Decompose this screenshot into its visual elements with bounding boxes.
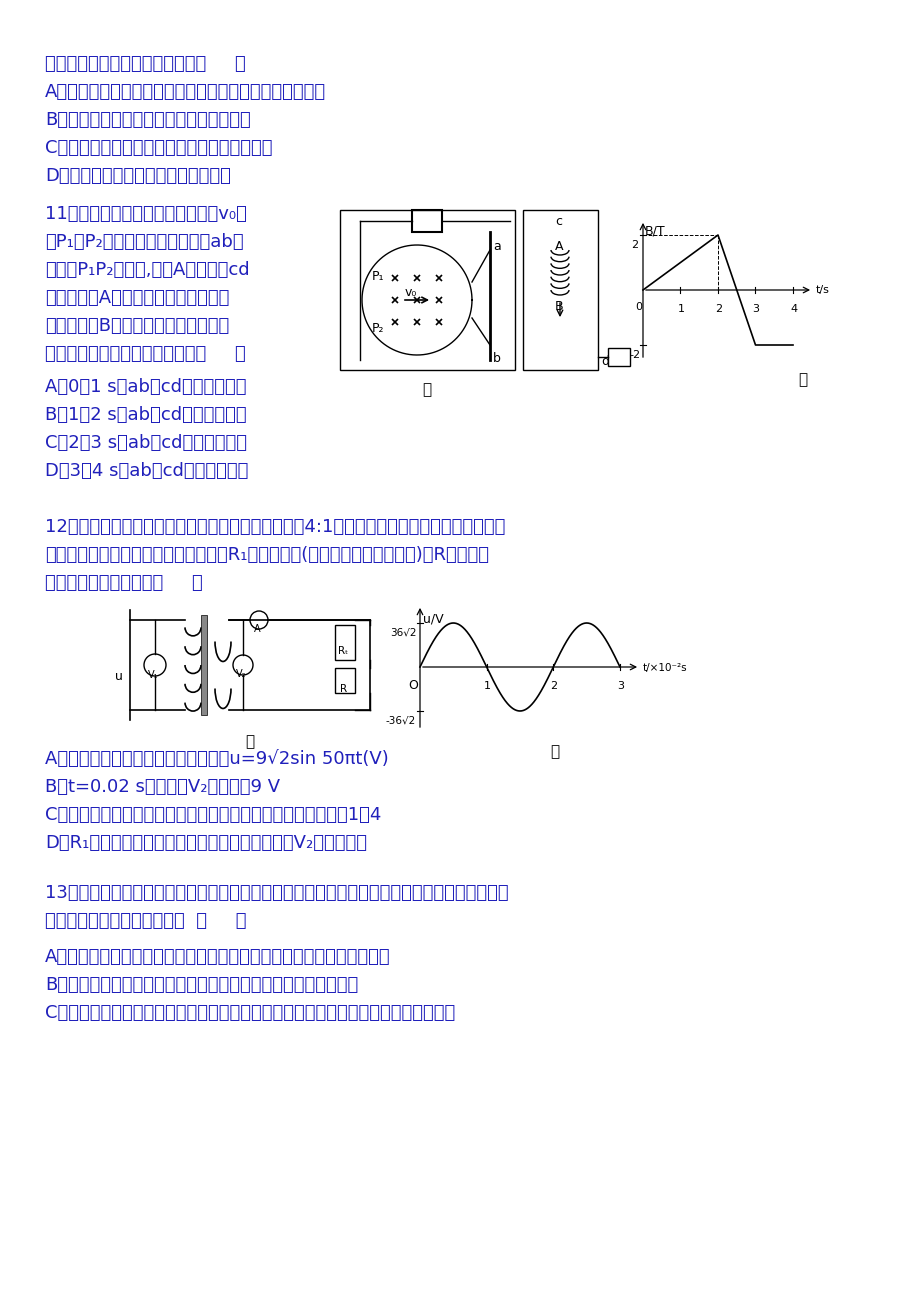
Text: 0: 0 (634, 302, 641, 312)
Text: B．人匀加速走动，船则匀加速后退，且两者的速度大小一定相等: B．人匀加速走动，船则匀加速后退，且两者的速度大小一定相等 (45, 976, 357, 993)
Text: 甲: 甲 (245, 734, 255, 749)
Text: 36√2: 36√2 (390, 628, 416, 638)
Text: O: O (407, 680, 417, 691)
Bar (335, 625, 355, 660)
Text: 乙: 乙 (797, 372, 806, 387)
Text: B/T: B/T (644, 225, 665, 238)
Text: 3: 3 (752, 303, 759, 314)
Text: 乙: 乙 (550, 743, 559, 759)
Text: 3: 3 (617, 681, 623, 691)
Text: 12．如图甲所示，理想变压器原、副线圈的匝数比为4:1，电压表和电流表均为理想电表，原: 12．如图甲所示，理想变压器原、副线圈的匝数比为4:1，电压表和电流表均为理想电… (45, 518, 505, 536)
Bar (200, 615, 207, 715)
Text: D．3～4 s内ab、cd导线互相排斥: D．3～4 s内ab、cd导线互相排斥 (45, 462, 248, 480)
Text: c: c (554, 215, 562, 228)
Text: C．变压器原、副线圈中的电流之比和输入、输出功率之比均为1：4: C．变压器原、副线圈中的电流之比和输入、输出功率之比均为1：4 (45, 806, 381, 824)
Text: t/×10⁻²s: t/×10⁻²s (642, 663, 686, 673)
Text: 1: 1 (483, 681, 490, 691)
Text: u/V: u/V (423, 613, 443, 626)
Text: v₀: v₀ (404, 286, 417, 299)
Text: 阻．下列说法正确的是（     ）: 阻．下列说法正确的是（ ） (45, 574, 202, 592)
Text: 1: 1 (676, 303, 684, 314)
Text: B．t=0.02 s时电压表V₂的示数为9 V: B．t=0.02 s时电压表V₂的示数为9 V (45, 779, 279, 796)
Text: V₂: V₂ (236, 669, 246, 680)
Text: 13．某人站在静浮于水面的船上，从某时刻开始人从船头走向船尾，设水的阻力不计，那么在这: 13．某人站在静浮于水面的船上，从某时刻开始人从船头走向船尾，设水的阻力不计，那… (45, 884, 508, 902)
Bar (340, 210, 515, 370)
Text: A．0～1 s内ab、cd导线互相排斥: A．0～1 s内ab、cd导线互相排斥 (45, 378, 246, 396)
Text: 线圈接如图乙所示的正弦交流电，图中R₁为热敏电阻(其随温度升高电阻变小)，R为定值电: 线圈接如图乙所示的正弦交流电，图中R₁为热敏电阻(其随温度升高电阻变小)，R为定… (45, 546, 489, 564)
Text: u: u (115, 671, 123, 684)
Text: P₂: P₂ (371, 322, 384, 335)
Text: D．电子秤中主要是采用了力电传感器: D．电子秤中主要是采用了力电传感器 (45, 167, 231, 185)
Text: 2: 2 (630, 240, 638, 250)
Text: b: b (493, 352, 500, 365)
Text: t/s: t/s (815, 285, 829, 296)
Text: 2: 2 (550, 681, 557, 691)
Text: 甲: 甲 (422, 381, 431, 397)
Text: A．人匀速走动，船则匀速后退，且两者的速度大小与他们的质量成反比: A．人匀速走动，船则匀速后退，且两者的速度大小与他们的质量成反比 (45, 948, 391, 966)
Text: -36√2: -36√2 (386, 716, 415, 727)
Text: a: a (493, 240, 500, 253)
Text: -2: -2 (629, 350, 640, 359)
Text: C．不管人如何走动，在任意时刻两者的速度总是方向相反，大小与他们的质量成正比: C．不管人如何走动，在任意时刻两者的速度总是方向相反，大小与他们的质量成正比 (45, 1004, 455, 1022)
Text: B: B (554, 299, 563, 312)
Text: 连接．线圈A内有随图乙所示变化的磁: 连接．线圈A内有随图乙所示变化的磁 (45, 289, 229, 307)
Text: B．电子体温计中主要是采用了温度传感器: B．电子体温计中主要是采用了温度传感器 (45, 111, 251, 129)
Text: 入P₁和P₂两板间的匀强磁场中，ab直: 入P₁和P₂两板间的匀强磁场中，ab直 (45, 233, 244, 251)
Text: 段时间内人和船的运动情况是  （     ）: 段时间内人和船的运动情况是 （ ） (45, 911, 246, 930)
Text: 11．等离子气流由左方连续以速度v₀射: 11．等离子气流由左方连续以速度v₀射 (45, 204, 246, 223)
Text: V₁: V₁ (148, 671, 158, 680)
Text: B．1～2 s内ab、cd导线互相吸引: B．1～2 s内ab、cd导线互相吸引 (45, 406, 246, 424)
Text: Rₜ: Rₜ (337, 646, 348, 656)
Text: P₁: P₁ (371, 270, 384, 283)
Text: 4: 4 (789, 303, 796, 314)
Text: 所采用传感器说法中，正确的是（     ）: 所采用传感器说法中，正确的是（ ） (45, 55, 245, 73)
Bar (607, 348, 630, 366)
Bar (522, 210, 597, 370)
Text: 图甲所示，则下列叙述正确的是（     ）: 图甲所示，则下列叙述正确的是（ ） (45, 345, 245, 363)
Text: C．2～3 s内ab、cd导线互相吸引: C．2～3 s内ab、cd导线互相吸引 (45, 434, 246, 452)
Text: d: d (600, 355, 608, 368)
Text: C．电脑所用的光电鼠标主要是采用声波传感器: C．电脑所用的光电鼠标主要是采用声波传感器 (45, 139, 272, 158)
Bar (412, 210, 441, 232)
Text: R: R (340, 684, 346, 694)
Text: A．副线圈两端电压的瞬时值表达式为u=9√2sin 50πt(V): A．副线圈两端电压的瞬时值表达式为u=9√2sin 50πt(V) (45, 750, 389, 768)
Text: A: A (254, 624, 260, 634)
Text: A: A (554, 240, 562, 253)
Text: A．电视机对无线遥控信号的接收主要是采用了光电传感器: A．电视机对无线遥控信号的接收主要是采用了光电传感器 (45, 83, 325, 102)
Text: 场，且磁场B的正方向规定为向左，如: 场，且磁场B的正方向规定为向左，如 (45, 316, 229, 335)
Text: 2: 2 (714, 303, 721, 314)
Text: D．R₁处温度升高时，电流表的示数变大，电压表V₂的示数不变: D．R₁处温度升高时，电流表的示数变大，电压表V₂的示数不变 (45, 835, 367, 852)
Text: 导线与P₁P₂相连接,线圈A与直导线cd: 导线与P₁P₂相连接,线圈A与直导线cd (45, 260, 249, 279)
Bar (335, 668, 355, 693)
